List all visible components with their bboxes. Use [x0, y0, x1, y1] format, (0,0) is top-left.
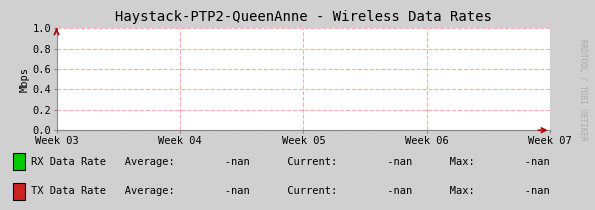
Text: RX Data Rate   Average:        -nan      Current:        -nan      Max:        -: RX Data Rate Average: -nan Current: -nan…: [31, 157, 550, 167]
Text: RRDTOOL / TOBI OETIKER: RRDTOOL / TOBI OETIKER: [579, 39, 588, 141]
Text: TX Data Rate   Average:        -nan      Current:        -nan      Max:        -: TX Data Rate Average: -nan Current: -nan…: [31, 186, 550, 196]
Y-axis label: Mbps: Mbps: [20, 67, 29, 92]
Title: Haystack-PTP2-QueenAnne - Wireless Data Rates: Haystack-PTP2-QueenAnne - Wireless Data …: [115, 10, 492, 24]
